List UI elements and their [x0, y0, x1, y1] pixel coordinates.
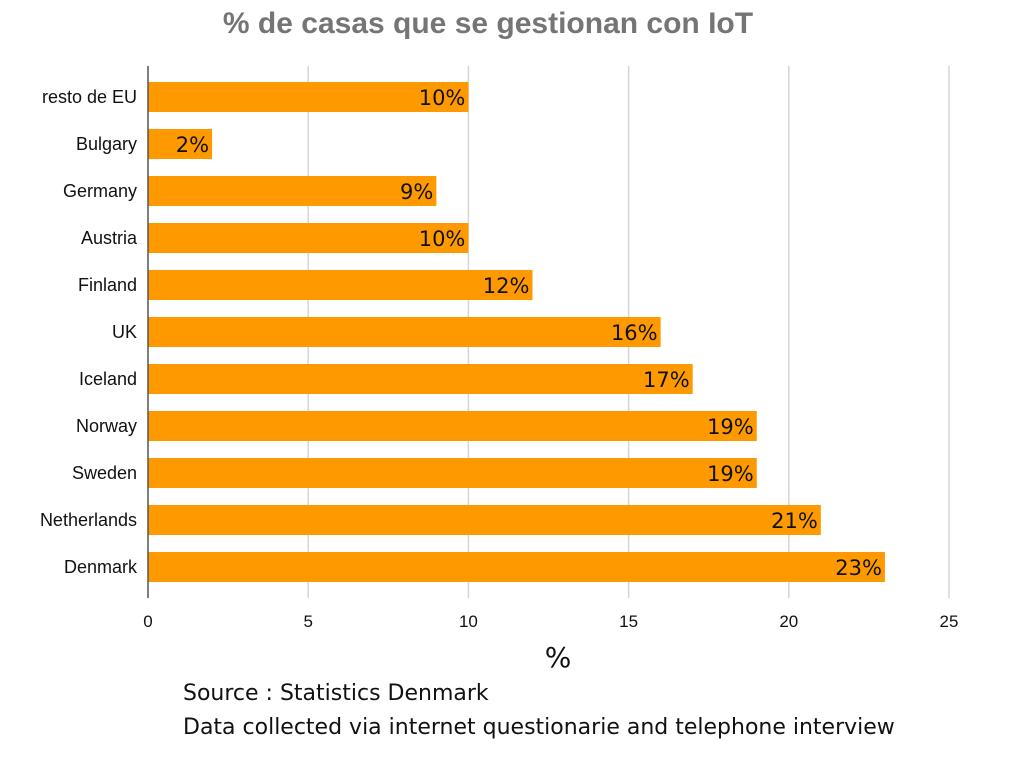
x-tick-label-20: 20	[779, 612, 798, 631]
data-label-bulgary: 2%	[176, 133, 209, 157]
data-label-norway: 19%	[707, 415, 754, 439]
axis-layer: 0 5 10 15 20 25 resto de EU Bulgary Germany Austr…	[40, 66, 959, 631]
data-label-sweden: 19%	[707, 462, 754, 486]
category-label-austria: Austria	[81, 228, 138, 248]
chart-title: % de casas que se gestionan con IoT	[223, 7, 753, 40]
x-axis-title: %	[545, 641, 572, 674]
bar-iceland	[148, 364, 693, 394]
source-note: Source : Statistics Denmark	[183, 681, 489, 706]
method-note: Data collected via internet questionarie…	[183, 715, 895, 740]
category-label-sweden: Sweden	[72, 463, 137, 483]
data-label-uk: 16%	[611, 321, 658, 345]
data-label-austria: 10%	[419, 227, 466, 251]
bar-sweden	[148, 458, 757, 488]
data-label-germany: 9%	[400, 180, 433, 204]
category-label-finland: Finland	[78, 275, 137, 295]
data-label-resto-de-eu: 10%	[419, 86, 466, 110]
x-tick-label-10: 10	[459, 612, 478, 631]
bar-netherlands	[148, 505, 821, 535]
bar-layer: 10% 2% 9% 10% 12% 16% 17% 19% 19% 21% 23%	[148, 82, 885, 582]
category-label-bulgary: Bulgary	[76, 134, 137, 154]
bar-denmark	[148, 552, 885, 582]
category-label-resto-de-eu: resto de EU	[42, 87, 137, 107]
bar-norway	[148, 411, 757, 441]
data-label-iceland: 17%	[643, 368, 690, 392]
category-label-uk: UK	[112, 322, 137, 342]
bar-austria	[148, 223, 469, 253]
category-label-iceland: Iceland	[79, 369, 137, 389]
bar-chart: % de casas que se gestionan con IoT 10% 2…	[40, 7, 959, 674]
x-tick-label-15: 15	[619, 612, 638, 631]
category-label-netherlands: Netherlands	[40, 510, 137, 530]
category-label-denmark: Denmark	[64, 557, 138, 577]
category-label-germany: Germany	[63, 181, 137, 201]
bar-finland	[148, 270, 533, 300]
bar-resto-de-eu	[148, 82, 469, 112]
x-tick-label-25: 25	[940, 612, 959, 631]
bar-germany	[148, 176, 437, 206]
x-tick-label-5: 5	[303, 612, 312, 631]
x-tick-label-0: 0	[143, 612, 152, 631]
data-label-finland: 12%	[483, 274, 530, 298]
bar-uk	[148, 317, 661, 347]
data-label-netherlands: 21%	[771, 509, 818, 533]
bar-bulgary	[148, 129, 213, 159]
data-label-denmark: 23%	[835, 556, 882, 580]
category-label-norway: Norway	[76, 416, 137, 436]
